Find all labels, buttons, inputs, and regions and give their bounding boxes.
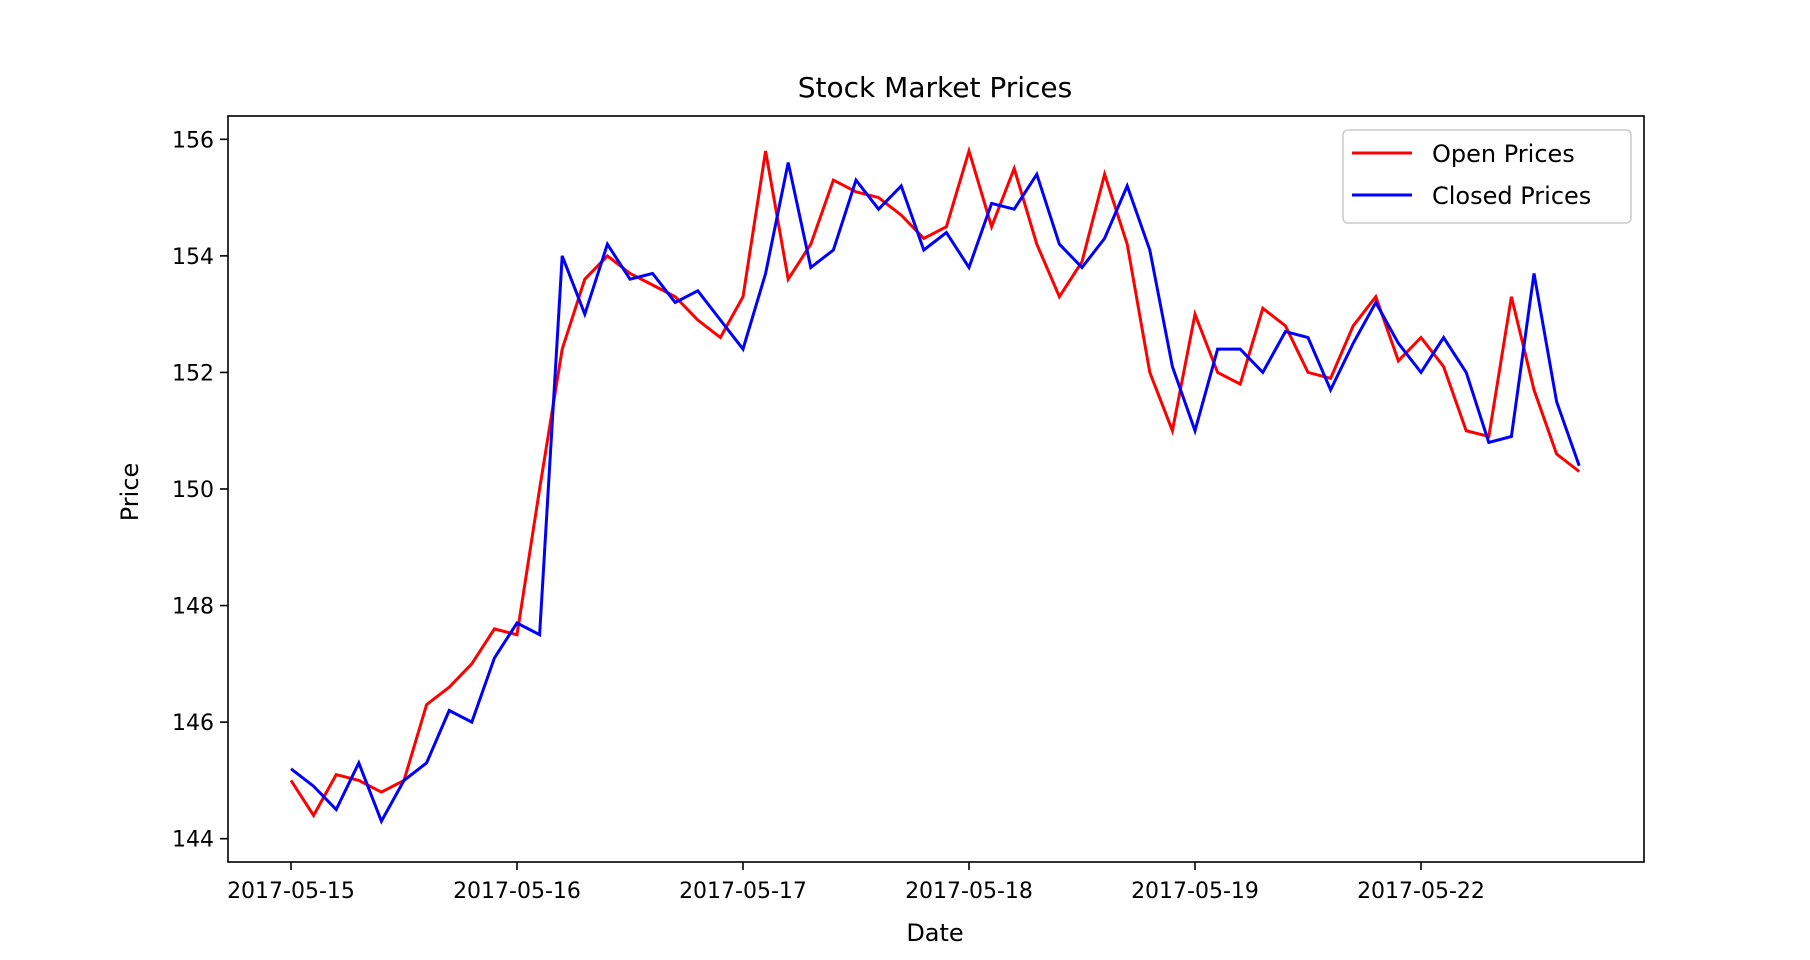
legend-label-closed: Closed Prices xyxy=(1432,182,1591,210)
y-tick-label: 156 xyxy=(172,128,214,153)
series-layer xyxy=(289,145,1581,825)
x-tick-label: 2017-05-18 xyxy=(905,879,1033,904)
y-tick-label: 144 xyxy=(172,828,214,853)
y-tick-label: 148 xyxy=(172,595,214,620)
plot-frame xyxy=(227,115,1645,863)
y-tick-label: 146 xyxy=(172,711,214,736)
x-tick-label: 2017-05-16 xyxy=(453,879,581,904)
y-axis-ticks: 144 146 148 150 152 154 156 xyxy=(172,128,228,853)
y-tick-label: 152 xyxy=(172,361,214,386)
y-tick-label: 154 xyxy=(172,245,214,270)
legend-box xyxy=(1342,129,1632,224)
x-tick-label: 2017-05-22 xyxy=(1357,879,1485,904)
series-line-open-prices xyxy=(289,145,1581,819)
x-tick-label: 2017-05-17 xyxy=(679,879,807,904)
y-tick-label: 150 xyxy=(172,478,214,503)
chart-title: Stock Market Prices xyxy=(798,71,1072,104)
x-tick-label: 2017-05-15 xyxy=(227,879,355,904)
x-axis-label: Date xyxy=(906,919,963,947)
y-axis-label: Price xyxy=(116,463,144,522)
legend-label-open: Open Prices xyxy=(1432,140,1575,168)
series-line-closed-prices xyxy=(290,162,1581,825)
legend: Open Prices Closed Prices xyxy=(1342,129,1632,224)
x-axis-ticks: 2017-05-15 2017-05-16 2017-05-17 2017-05-18… xyxy=(227,862,1485,904)
x-tick-label: 2017-05-19 xyxy=(1131,879,1259,904)
